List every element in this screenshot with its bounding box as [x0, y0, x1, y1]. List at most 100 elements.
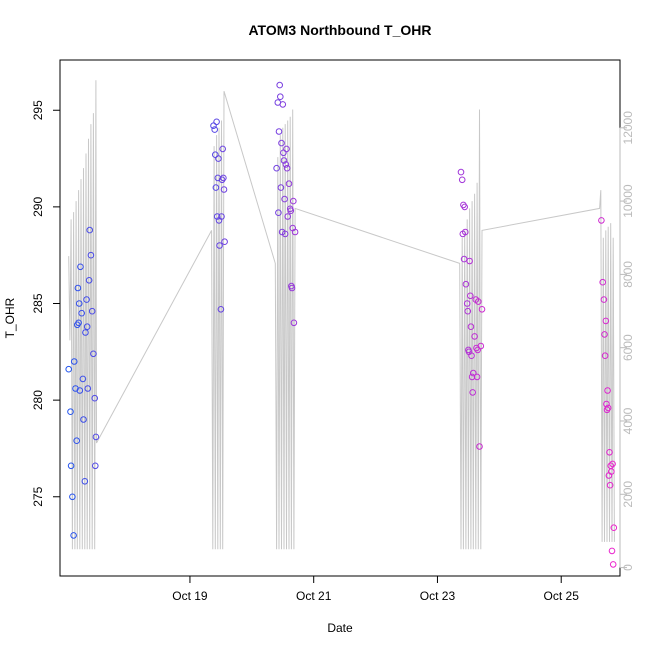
data-point — [87, 251, 95, 259]
data-point — [283, 164, 291, 172]
data-point — [221, 238, 228, 245]
data-point — [80, 416, 87, 423]
data-point — [604, 387, 611, 394]
data-point — [462, 280, 470, 288]
x-tick-label: Oct 25 — [544, 589, 580, 603]
data-point — [471, 333, 478, 340]
data-point — [273, 164, 280, 172]
x-tick-label: Oct 23 — [420, 589, 456, 603]
data-point — [466, 257, 473, 265]
data-point — [290, 319, 298, 327]
data-point — [211, 126, 218, 133]
data-point — [457, 168, 465, 176]
y2-tick-label: 10000 — [621, 184, 635, 218]
plot-frame — [59, 59, 621, 577]
data-point — [75, 319, 82, 327]
y2-tick-label: 12000 — [621, 111, 635, 145]
data-point — [476, 443, 483, 450]
data-point — [463, 300, 471, 307]
y-tick-label: 285 — [31, 293, 45, 313]
data-point — [86, 226, 93, 234]
data-point — [283, 145, 290, 153]
data-point — [70, 358, 78, 365]
data-point — [473, 373, 481, 381]
data-point — [288, 284, 296, 292]
data-point — [278, 139, 285, 147]
data-point — [467, 292, 474, 300]
data-point — [606, 449, 613, 456]
data-point — [84, 385, 92, 392]
data-point — [470, 369, 477, 377]
data-point — [213, 213, 221, 220]
data-point — [218, 213, 225, 220]
data-point — [88, 307, 96, 315]
x-axis: Oct 19 Oct 21 Oct 23 Oct 25 — [172, 575, 580, 603]
data-point — [92, 433, 100, 441]
data-point — [468, 373, 476, 381]
data-point — [73, 437, 80, 445]
data-point — [218, 176, 226, 184]
y2-axis: 0 2000 4000 6000 8000 10000 12000 — [619, 111, 635, 571]
data-point — [69, 493, 76, 501]
data-point — [608, 468, 615, 475]
data-point — [279, 101, 287, 108]
data-point — [281, 230, 289, 238]
data-point — [65, 365, 72, 373]
data-point — [462, 228, 469, 236]
data-point — [67, 408, 74, 416]
data-point — [599, 278, 607, 286]
data-point — [464, 307, 472, 315]
data-point — [601, 331, 608, 338]
data-point — [469, 389, 477, 396]
data-point — [83, 323, 91, 331]
data-point — [220, 174, 227, 182]
secondary-series-line — [68, 80, 615, 550]
data-point — [219, 145, 226, 153]
data-point — [216, 242, 223, 249]
y-axis: 275 280 285 290 295 — [31, 100, 61, 507]
data-point — [90, 350, 97, 358]
data-point — [70, 532, 77, 539]
data-point — [475, 298, 482, 305]
data-point — [600, 296, 608, 303]
y-axis-label: T_OHR — [3, 297, 17, 338]
data-point — [92, 462, 99, 470]
data-point — [83, 296, 90, 303]
data-point — [609, 561, 617, 568]
data-point — [604, 404, 612, 412]
data-point — [608, 547, 616, 555]
data-point — [602, 317, 610, 325]
y2-tick-label: 4000 — [621, 407, 635, 434]
data-point — [275, 128, 283, 135]
data-point — [276, 81, 284, 89]
points-layer — [65, 81, 618, 568]
data-point — [275, 209, 282, 216]
data-point — [75, 300, 83, 307]
data-point — [212, 151, 219, 158]
data-point — [220, 186, 228, 193]
data-point — [81, 478, 89, 485]
data-point — [82, 329, 89, 336]
data-point — [215, 155, 222, 162]
data-point — [458, 176, 466, 184]
data-point — [74, 284, 82, 292]
data-point — [79, 375, 87, 383]
data-point — [598, 217, 605, 224]
y2-tick-label: 2000 — [621, 481, 635, 508]
data-point — [77, 263, 84, 271]
data-point — [284, 213, 292, 220]
data-point — [213, 118, 220, 126]
data-point — [210, 122, 217, 129]
secondary-series-layer — [68, 80, 615, 550]
data-point — [609, 460, 616, 468]
data-point — [91, 394, 98, 402]
data-point — [76, 387, 84, 394]
data-point — [277, 93, 284, 100]
data-point — [67, 462, 75, 470]
y-tick-label: 280 — [31, 390, 45, 410]
data-point — [282, 161, 290, 168]
data-point — [212, 184, 220, 191]
data-point — [290, 197, 297, 205]
data-point — [601, 352, 609, 360]
